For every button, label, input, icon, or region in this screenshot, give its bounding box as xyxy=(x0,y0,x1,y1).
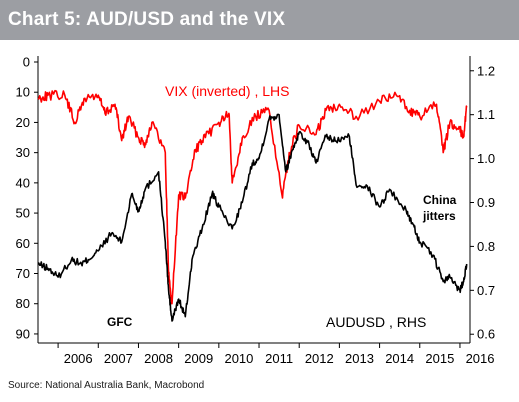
axes: 0 10 20 30 40 50 60 70 80 90 0.6 0.7 0.8 0.9 1.0 1.1 1.2… xyxy=(16,55,496,367)
left-tick-label: 0 xyxy=(23,55,30,70)
x-tick-label: 2010 xyxy=(224,351,253,366)
x-tick-label: 2008 xyxy=(144,351,173,366)
x-tick-label: 2009 xyxy=(184,351,213,366)
china-jitters-line-1: China xyxy=(423,193,457,207)
x-tick-label: 2014 xyxy=(385,351,414,366)
right-tick-label: 1.2 xyxy=(477,63,495,78)
china-jitters-line-2: jitters xyxy=(422,209,456,223)
left-tick-label: 90 xyxy=(16,326,30,341)
vix-series-label: VIX (inverted) , LHS xyxy=(165,83,290,99)
right-tick-label: 0.6 xyxy=(477,327,495,342)
audusd-series-line xyxy=(37,113,468,322)
x-tick-label: 2013 xyxy=(345,351,374,366)
vix-series-line xyxy=(37,89,468,305)
left-tick-label: 70 xyxy=(16,266,30,281)
left-tick-label: 40 xyxy=(16,175,30,190)
x-tick-label: 2012 xyxy=(305,351,334,366)
gfc-annotation: GFC xyxy=(107,315,133,329)
chart-title: Chart 5: AUD/USD and the VIX xyxy=(8,9,286,30)
audusd-series-label: AUDUSD , RHS xyxy=(326,314,426,330)
x-tick-label: 2016 xyxy=(466,351,495,366)
x-tick-label: 2006 xyxy=(64,351,93,366)
series-layer xyxy=(37,89,468,322)
right-tick-label: 0.8 xyxy=(477,239,495,254)
left-tick-label: 60 xyxy=(16,236,30,251)
chart: 0 10 20 30 40 50 60 70 80 90 0.6 0.7 0.8 0.9 1.0 1.1 1.2… xyxy=(16,55,496,367)
right-tick-label: 0.9 xyxy=(477,195,495,210)
left-tick-label: 10 xyxy=(16,85,30,100)
right-tick-label: 1.0 xyxy=(477,151,495,166)
title-bar: Chart 5: AUD/USD and the VIX xyxy=(0,0,519,40)
right-tick-label: 1.1 xyxy=(477,107,495,122)
source-note: Source: National Australia Bank, Macrobo… xyxy=(8,380,205,391)
x-tick-label: 2007 xyxy=(104,351,133,366)
left-tick-label: 50 xyxy=(16,206,30,221)
x-tick-label: 2011 xyxy=(265,351,293,366)
annotations: VIX (inverted) , LHS AUDUSD , RHS GFC Ch… xyxy=(107,83,457,330)
x-tick-label: 2015 xyxy=(425,351,454,366)
right-tick-label: 0.7 xyxy=(477,283,495,298)
left-tick-label: 30 xyxy=(16,145,30,160)
left-tick-label: 20 xyxy=(16,115,30,130)
left-tick-label: 80 xyxy=(16,296,30,311)
